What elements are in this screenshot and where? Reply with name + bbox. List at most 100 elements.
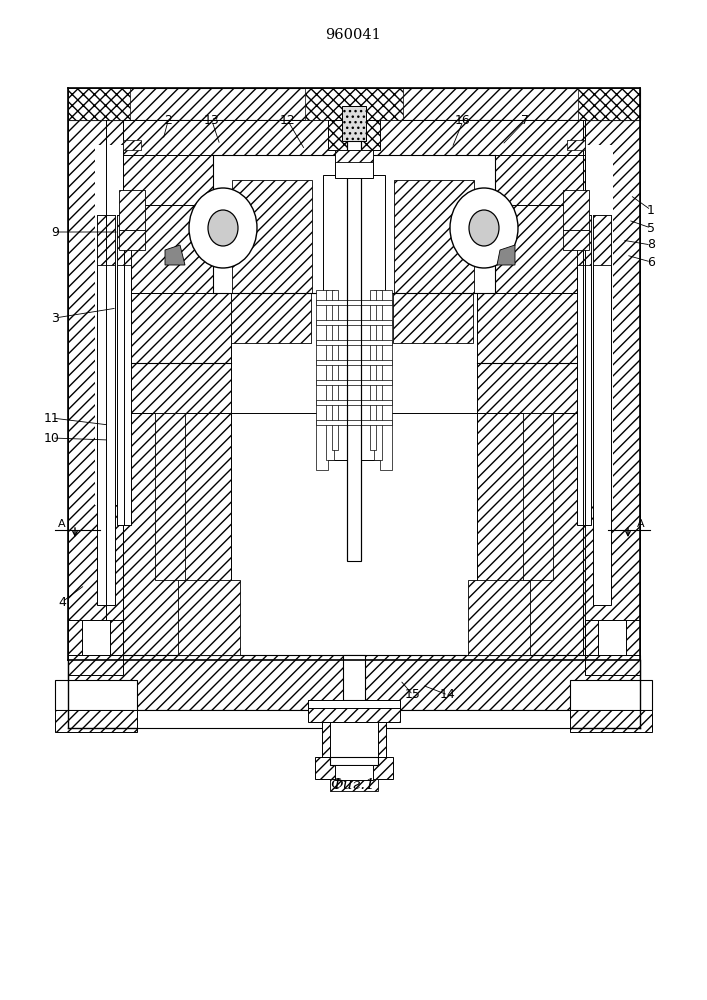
Text: A: A bbox=[58, 519, 66, 529]
Bar bbox=[308, 700, 400, 708]
Bar bbox=[332, 290, 338, 450]
Bar bbox=[316, 290, 328, 470]
Bar bbox=[468, 580, 530, 655]
Bar bbox=[335, 150, 373, 162]
Bar bbox=[598, 620, 626, 655]
Text: 8: 8 bbox=[647, 238, 655, 251]
Bar bbox=[328, 120, 380, 150]
Bar bbox=[232, 180, 312, 293]
Bar bbox=[315, 757, 393, 779]
Bar bbox=[305, 88, 403, 120]
Text: 7: 7 bbox=[521, 114, 529, 127]
Bar bbox=[570, 680, 652, 710]
Text: 14: 14 bbox=[440, 688, 456, 702]
Bar bbox=[95, 145, 130, 505]
Bar bbox=[55, 680, 137, 710]
Bar bbox=[477, 198, 585, 293]
Bar bbox=[231, 293, 311, 343]
Bar bbox=[593, 215, 611, 265]
Text: 960041: 960041 bbox=[325, 28, 381, 42]
Bar bbox=[123, 155, 213, 205]
Bar bbox=[68, 655, 640, 710]
Bar bbox=[323, 175, 385, 460]
Text: 2: 2 bbox=[164, 114, 172, 127]
Bar bbox=[178, 580, 240, 655]
Bar bbox=[567, 140, 585, 150]
Bar bbox=[335, 150, 373, 178]
Bar bbox=[593, 215, 611, 605]
Ellipse shape bbox=[450, 188, 518, 268]
Text: Фиг.1: Фиг.1 bbox=[331, 778, 375, 792]
Text: 4: 4 bbox=[58, 595, 66, 608]
Bar bbox=[68, 88, 130, 120]
Bar bbox=[343, 106, 365, 120]
Bar bbox=[316, 300, 392, 305]
Bar bbox=[316, 420, 392, 425]
Bar bbox=[477, 293, 585, 363]
Bar bbox=[523, 413, 553, 580]
Text: 13: 13 bbox=[204, 114, 220, 127]
Bar bbox=[347, 141, 361, 561]
Text: 9: 9 bbox=[51, 226, 59, 238]
Bar bbox=[577, 215, 591, 525]
Bar bbox=[213, 155, 495, 293]
Bar bbox=[585, 620, 640, 655]
Bar bbox=[117, 215, 131, 525]
Bar bbox=[316, 320, 392, 325]
Bar bbox=[578, 145, 613, 505]
Polygon shape bbox=[165, 245, 185, 265]
Bar bbox=[563, 190, 589, 230]
Bar bbox=[322, 722, 386, 757]
Bar bbox=[68, 655, 123, 675]
Ellipse shape bbox=[208, 210, 238, 246]
Bar bbox=[585, 120, 640, 655]
Text: 12: 12 bbox=[280, 114, 296, 127]
Ellipse shape bbox=[189, 188, 257, 268]
Bar bbox=[68, 88, 640, 120]
Bar bbox=[123, 140, 141, 150]
Bar bbox=[393, 293, 473, 343]
Bar bbox=[308, 700, 400, 722]
Bar bbox=[495, 155, 585, 205]
Bar bbox=[316, 340, 392, 345]
Bar bbox=[82, 620, 110, 655]
Bar bbox=[316, 400, 392, 405]
Bar bbox=[330, 779, 378, 791]
Bar bbox=[335, 765, 373, 780]
Bar bbox=[231, 413, 477, 655]
Bar bbox=[343, 655, 365, 700]
Bar bbox=[380, 290, 392, 470]
Bar bbox=[374, 290, 382, 460]
Bar bbox=[123, 413, 231, 655]
Bar bbox=[577, 215, 591, 265]
Bar bbox=[330, 757, 378, 765]
Text: 10: 10 bbox=[44, 432, 60, 444]
Text: 3: 3 bbox=[51, 312, 59, 324]
Bar bbox=[585, 655, 640, 675]
Bar bbox=[477, 413, 585, 655]
Bar bbox=[330, 722, 378, 757]
Bar bbox=[119, 230, 145, 250]
Bar bbox=[68, 120, 123, 655]
Text: 11: 11 bbox=[44, 412, 60, 424]
Text: A: A bbox=[637, 519, 645, 529]
Ellipse shape bbox=[469, 210, 499, 246]
Bar bbox=[394, 180, 474, 293]
Bar bbox=[316, 360, 392, 365]
Bar bbox=[117, 215, 131, 265]
Bar bbox=[68, 710, 640, 728]
Bar bbox=[97, 215, 115, 265]
Bar bbox=[123, 120, 585, 198]
Bar bbox=[578, 88, 640, 120]
Bar bbox=[123, 363, 231, 413]
Bar bbox=[570, 710, 652, 732]
Bar bbox=[316, 380, 392, 385]
Bar bbox=[477, 363, 585, 413]
Text: 6: 6 bbox=[647, 255, 655, 268]
Bar bbox=[123, 198, 231, 293]
Bar bbox=[119, 190, 145, 230]
Bar bbox=[370, 290, 376, 450]
Bar bbox=[342, 106, 366, 141]
Bar bbox=[155, 413, 185, 580]
Polygon shape bbox=[497, 245, 515, 265]
